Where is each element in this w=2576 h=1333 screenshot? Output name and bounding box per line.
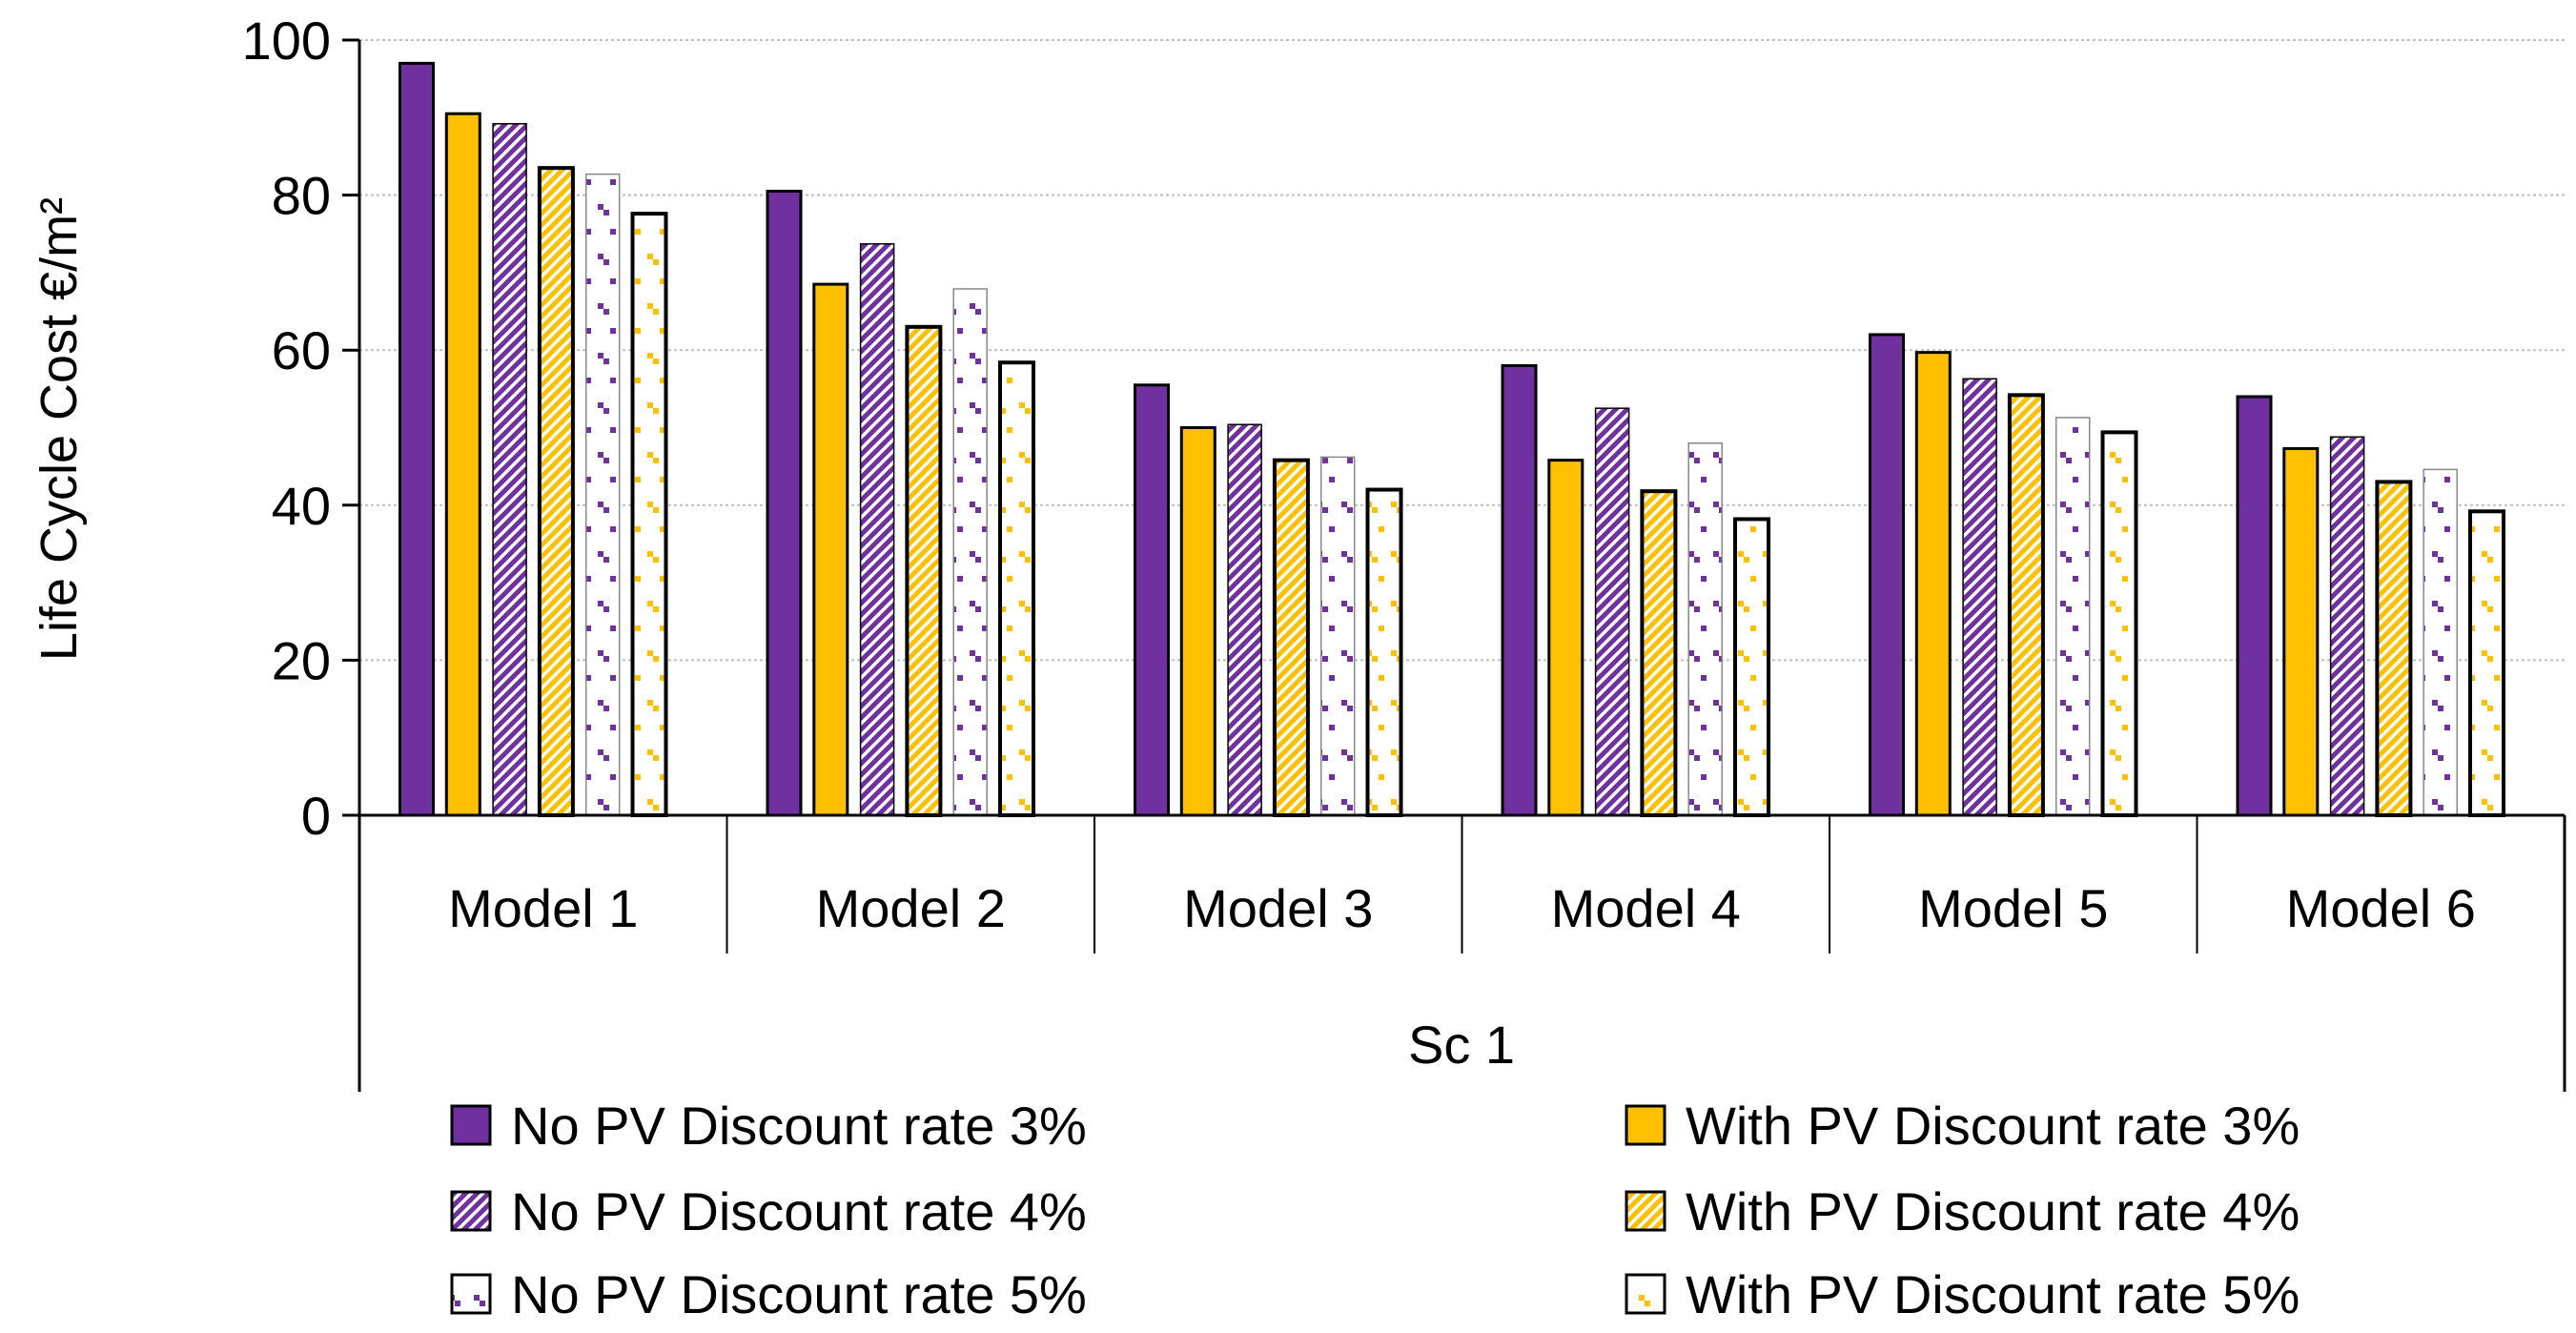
category-label: Model 5: [1918, 878, 2108, 938]
bar-4-3: [1272, 458, 1310, 817]
bar-2-4: [1547, 459, 1584, 817]
category-labels: Model 1 Model 2 Model 3 Model 4 Model 5 Model…: [448, 878, 2476, 938]
bar-6-4: [1733, 517, 1770, 818]
category-label: Model 1: [448, 878, 638, 938]
bar-4-5: [2007, 393, 2045, 817]
bar-2-6: [2282, 446, 2320, 817]
gridlines: [359, 39, 2565, 662]
bar-series: [399, 61, 2505, 818]
y-tick-label: 0: [301, 786, 331, 846]
y-axis-ticks: 0 20 40 60 80 100: [242, 10, 359, 846]
bar-3-3: [1227, 423, 1262, 816]
bar-2-2: [812, 282, 849, 817]
y-tick-label: 60: [272, 320, 331, 380]
bar-2-5: [1914, 351, 1952, 817]
legend: No PV Discount rate 3% With PV Discount r…: [450, 1096, 2300, 1324]
bar-1-1: [399, 61, 435, 817]
bar-3-2: [859, 243, 895, 816]
legend-label-5: No PV Discount rate 5%: [511, 1264, 1087, 1324]
category-dividers: [726, 815, 2198, 954]
y-tick-label: 80: [272, 166, 331, 226]
bar-4-1: [537, 166, 575, 817]
bar-1-3: [1134, 383, 1170, 817]
bar-3-1: [492, 123, 527, 816]
legend-swatch-4: [1625, 1190, 1666, 1232]
y-tick-label: 20: [272, 630, 331, 690]
bar-5-3: [1319, 456, 1356, 816]
legend-swatch-5: [450, 1273, 492, 1315]
legend-label-1: No PV Discount rate 3%: [511, 1096, 1087, 1156]
bar-5-6: [2423, 468, 2458, 816]
legend-label-3: No PV Discount rate 4%: [511, 1181, 1087, 1241]
bar-5-4: [1687, 442, 1723, 816]
legend-label-2: With PV Discount rate 3%: [1686, 1096, 2300, 1156]
bar-1-4: [1501, 363, 1538, 817]
bar-2-1: [444, 112, 481, 817]
bar-6-6: [2468, 509, 2505, 818]
category-label: Model 2: [816, 878, 1006, 938]
legend-swatch-2: [1625, 1104, 1666, 1146]
bar-6-1: [630, 212, 668, 817]
bar-1-2: [766, 190, 803, 817]
bar-5-1: [584, 173, 621, 816]
bar-2-3: [1179, 426, 1216, 817]
legend-label-6: With PV Discount rate 5%: [1686, 1264, 2300, 1324]
bar-6-3: [1365, 487, 1403, 817]
bar-6-2: [998, 360, 1035, 817]
legend-swatch-3: [450, 1190, 492, 1232]
legend-swatch-6: [1625, 1273, 1666, 1315]
bar-4-4: [1640, 489, 1678, 818]
y-axis-label: Life Cycle Cost €/m²: [31, 197, 88, 661]
bar-5-5: [2055, 417, 2091, 816]
category-label: Model 4: [1551, 878, 1741, 938]
bar-1-5: [1869, 333, 1905, 817]
bar-4-2: [905, 324, 943, 817]
bar-3-5: [1962, 378, 1997, 816]
group-label: Sc 1: [1408, 1015, 1515, 1075]
category-label: Model 6: [2286, 878, 2476, 938]
bar-3-6: [2329, 436, 2365, 816]
bar-6-5: [2100, 430, 2138, 817]
y-tick-label: 100: [242, 10, 331, 71]
bar-5-2: [952, 288, 988, 816]
bar-4-6: [2375, 480, 2413, 817]
y-tick-label: 40: [272, 476, 331, 536]
bar-3-4: [1594, 407, 1630, 816]
legend-swatch-1: [450, 1104, 492, 1146]
category-label: Model 3: [1183, 878, 1373, 938]
bar-1-6: [2236, 395, 2273, 817]
legend-label-4: With PV Discount rate 4%: [1686, 1181, 2300, 1241]
